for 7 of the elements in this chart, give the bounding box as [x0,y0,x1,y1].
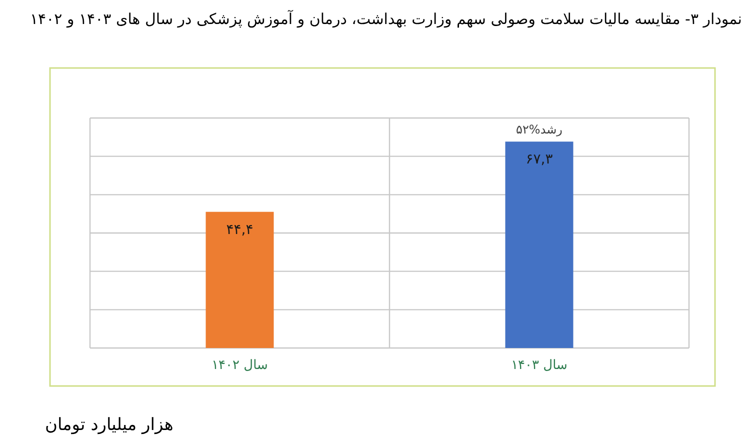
data-label: ۴۴,۴ [226,222,254,238]
chart-title: نمودار ۳- مقایسه مالیات سلامت وصولی سهم وزارت بهداشت، درمان و آموزش پزشکی در سال های ۱۴۰۳ و ۱۴۰۲ [30,9,742,28]
text: هزار میلیارد تومان [45,415,174,435]
x-tick-label: سال ۱۴۰۳ [511,358,568,373]
annotation: ۵۲%رشد [516,122,563,137]
data-label: ۶۷,۳ [526,152,554,168]
x-tick-label: سال ۱۴۰۲ [212,358,268,373]
